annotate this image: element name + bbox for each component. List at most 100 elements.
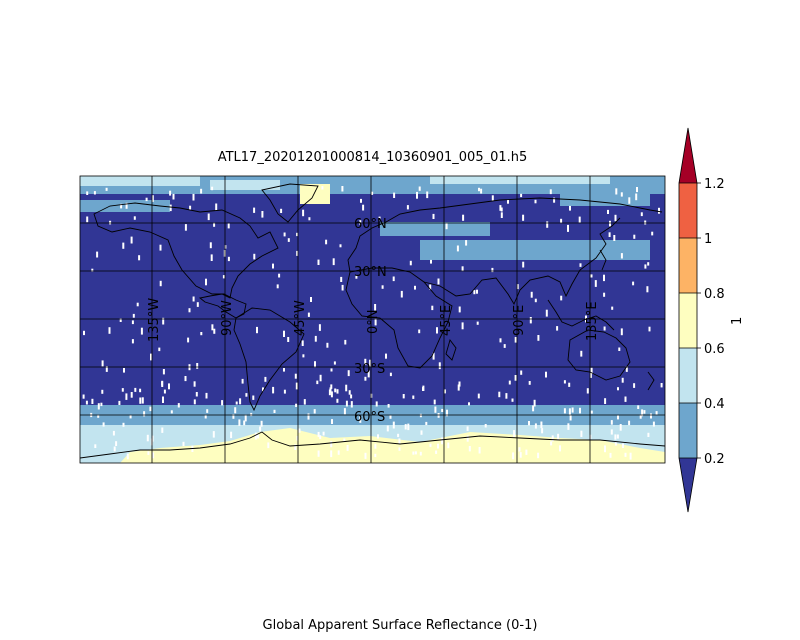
no-data-mark xyxy=(617,415,619,420)
no-data-mark xyxy=(609,220,611,227)
no-data-mark xyxy=(603,326,606,331)
no-data-mark xyxy=(500,212,503,218)
no-data-mark xyxy=(462,214,465,221)
no-data-mark xyxy=(579,263,582,267)
no-data-mark xyxy=(122,422,125,427)
no-data-mark xyxy=(209,242,212,249)
no-data-mark xyxy=(235,401,238,405)
no-data-mark xyxy=(620,328,623,336)
no-data-mark xyxy=(513,430,516,437)
no-data-mark xyxy=(435,450,438,454)
no-data-mark xyxy=(518,447,521,452)
colorbar-tick-label: 0.8 xyxy=(704,287,725,302)
no-data-mark xyxy=(267,442,270,449)
no-data-mark xyxy=(336,389,339,394)
no-data-mark xyxy=(330,384,333,389)
no-data-mark xyxy=(294,373,297,379)
no-data-mark xyxy=(429,443,432,447)
no-data-mark xyxy=(614,442,617,446)
no-data-mark xyxy=(563,380,566,384)
meridian-label-135w: 135°W xyxy=(147,298,162,342)
no-data-mark xyxy=(362,204,365,211)
no-data-mark xyxy=(432,213,435,219)
no-data-mark xyxy=(340,276,343,282)
no-data-mark xyxy=(345,384,348,392)
no-data-mark xyxy=(162,396,164,403)
no-data-mark xyxy=(287,238,290,242)
no-data-mark xyxy=(359,416,362,423)
no-data-mark xyxy=(508,380,511,385)
no-data-mark xyxy=(371,191,374,195)
no-data-mark xyxy=(652,421,655,427)
no-data-mark xyxy=(650,413,652,419)
no-data-mark xyxy=(540,421,543,429)
no-data-mark xyxy=(658,207,660,214)
no-data-mark xyxy=(556,326,559,331)
no-data-mark xyxy=(419,413,422,418)
no-data-mark xyxy=(93,191,96,195)
no-data-mark xyxy=(159,280,162,287)
no-data-mark xyxy=(568,408,571,416)
no-data-mark xyxy=(145,197,148,202)
no-data-mark xyxy=(500,207,503,212)
parallel-label-60s: 60°S xyxy=(354,410,385,425)
no-data-mark xyxy=(347,370,350,377)
no-data-mark xyxy=(341,186,344,192)
no-data-mark xyxy=(341,284,344,291)
no-data-mark xyxy=(211,186,214,191)
no-data-mark xyxy=(302,354,305,358)
no-data-mark xyxy=(332,258,335,266)
no-data-mark xyxy=(215,203,218,211)
no-data-mark xyxy=(232,414,235,419)
no-data-mark xyxy=(614,214,617,222)
no-data-mark xyxy=(603,292,606,297)
no-data-mark xyxy=(446,409,448,417)
no-data-mark xyxy=(241,378,244,384)
no-data-mark xyxy=(629,452,632,460)
no-data-mark xyxy=(184,224,187,231)
no-data-mark xyxy=(283,368,285,372)
no-data-mark xyxy=(193,381,196,387)
no-data-mark xyxy=(184,376,187,382)
no-data-mark xyxy=(334,388,337,393)
southeast-asia-coast xyxy=(547,299,615,331)
no-data-mark xyxy=(331,419,333,424)
colorbar-label: 1 xyxy=(730,317,745,325)
no-data-mark xyxy=(344,339,347,345)
no-data-mark xyxy=(141,397,144,404)
no-data-mark xyxy=(139,397,142,404)
no-data-mark xyxy=(350,401,353,408)
australia-coast xyxy=(567,329,631,381)
graticule xyxy=(80,176,665,463)
no-data-mark xyxy=(318,324,321,331)
no-data-mark xyxy=(468,446,471,452)
no-data-mark xyxy=(321,186,324,190)
no-data-mark xyxy=(407,423,410,431)
no-data-mark xyxy=(346,445,349,451)
no-data-mark xyxy=(418,329,421,334)
no-data-mark xyxy=(640,212,643,217)
no-data-mark xyxy=(386,425,389,432)
no-data-mark xyxy=(374,304,377,311)
no-data-mark xyxy=(85,400,88,405)
no-data-mark xyxy=(105,187,108,191)
no-data-mark xyxy=(537,335,540,341)
no-data-mark xyxy=(499,338,502,343)
no-data-mark xyxy=(134,387,137,392)
colorbar: 1.2 1 0.8 0.6 0.4 0.2 1 xyxy=(678,127,745,513)
no-data-mark xyxy=(398,447,401,451)
no-data-mark xyxy=(619,424,622,431)
no-data-mark xyxy=(590,410,593,414)
no-data-mark xyxy=(169,190,172,196)
no-data-mark xyxy=(359,220,362,225)
no-data-mark xyxy=(445,222,448,230)
no-data-mark xyxy=(590,367,593,374)
no-data-mark xyxy=(514,375,517,381)
no-data-mark xyxy=(522,261,525,268)
no-data-mark xyxy=(628,197,631,204)
no-data-mark xyxy=(414,451,417,455)
no-data-mark xyxy=(143,411,146,417)
no-data-mark xyxy=(192,193,195,201)
no-data-mark xyxy=(122,242,125,249)
